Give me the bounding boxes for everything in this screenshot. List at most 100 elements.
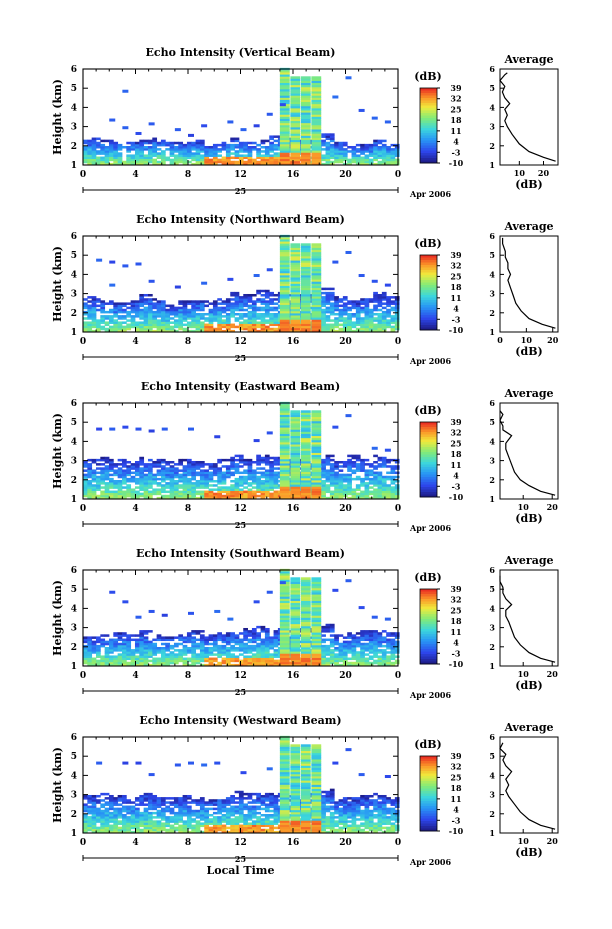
heatmap-cell bbox=[178, 649, 184, 652]
heatmap-cell bbox=[221, 306, 227, 310]
heatmap-cell bbox=[130, 158, 136, 162]
colorbar-swatch bbox=[420, 439, 437, 443]
heatmap-cell bbox=[373, 494, 378, 498]
heatmap-cell bbox=[147, 496, 153, 500]
heatmap-cell bbox=[368, 486, 374, 489]
heatmap-cell bbox=[342, 148, 348, 151]
heatmap-cell bbox=[256, 300, 261, 303]
heatmap-cell bbox=[121, 663, 127, 667]
heatmap-cell bbox=[147, 659, 153, 663]
heatmap-cell bbox=[394, 323, 400, 327]
heatmap-cell bbox=[269, 150, 274, 153]
heatmap-cell bbox=[173, 325, 179, 329]
heatmap-cell bbox=[95, 477, 101, 481]
heatmap-cell bbox=[91, 317, 97, 320]
heatmap-cell bbox=[279, 587, 290, 591]
heatmap-cell bbox=[338, 160, 344, 164]
heatmap-cell bbox=[311, 630, 322, 633]
heatmap-cell bbox=[368, 323, 374, 327]
heatmap-cell bbox=[134, 162, 140, 166]
heatmap-cell bbox=[139, 471, 145, 475]
y-tick-label: 2 bbox=[71, 309, 77, 319]
heatmap-cell bbox=[147, 482, 153, 485]
heatmap-cell bbox=[347, 473, 352, 477]
heatmap-cell bbox=[182, 306, 188, 310]
heatmap-cell bbox=[191, 325, 197, 329]
heatmap-cell bbox=[147, 653, 153, 656]
heatmap-cell bbox=[143, 494, 149, 498]
heatmap-cell bbox=[351, 661, 357, 665]
heatmap-cell bbox=[300, 475, 311, 479]
heatmap-cell bbox=[381, 488, 387, 491]
heatmap-cell bbox=[290, 587, 301, 591]
heatmap-cell bbox=[126, 653, 132, 656]
heatmap-cell bbox=[191, 162, 197, 166]
heatmap-cell bbox=[279, 608, 290, 612]
heatmap-cell bbox=[364, 160, 370, 164]
heatmap-cell bbox=[273, 477, 279, 481]
heatmap-cell bbox=[147, 458, 153, 462]
heatmap-cell bbox=[290, 321, 301, 324]
heatmap-cell bbox=[173, 308, 179, 312]
heatmap-cell bbox=[148, 429, 155, 433]
heatmap-cell bbox=[169, 492, 175, 496]
heatmap-cell bbox=[134, 312, 140, 316]
heatmap-cell bbox=[225, 640, 231, 644]
heatmap-cell bbox=[311, 615, 322, 618]
heatmap-cell bbox=[364, 475, 370, 479]
y-tick-label: 5 bbox=[71, 418, 77, 428]
heatmap-cell bbox=[147, 141, 153, 145]
heatmap-cell bbox=[266, 431, 273, 435]
heatmap-cell bbox=[390, 492, 396, 496]
heatmap-cell bbox=[373, 143, 378, 147]
heatmap-cell bbox=[87, 304, 93, 308]
heatmap-cell bbox=[152, 143, 158, 147]
heatmap-cell bbox=[204, 663, 210, 667]
heatmap-cell bbox=[217, 467, 222, 470]
heatmap-cell bbox=[147, 465, 153, 468]
heatmap-cell bbox=[290, 604, 301, 608]
heatmap-cell bbox=[173, 636, 179, 639]
heatmap-cell bbox=[368, 465, 374, 468]
heatmap-cell bbox=[334, 649, 339, 652]
heatmap-cell bbox=[204, 657, 210, 661]
heatmap-cell bbox=[347, 644, 352, 648]
heatmap-cell bbox=[186, 321, 192, 324]
heatmap-cell bbox=[104, 492, 110, 496]
heatmap-cell bbox=[251, 471, 257, 475]
heatmap-cell bbox=[364, 477, 370, 481]
heatmap-cell bbox=[321, 465, 326, 468]
heatmap-cell bbox=[338, 158, 344, 162]
heatmap-cell bbox=[325, 133, 331, 136]
colorbar-swatch bbox=[420, 262, 437, 266]
heatmap-cell bbox=[381, 653, 387, 656]
heatmap-cell bbox=[351, 471, 357, 475]
heatmap-cell bbox=[117, 661, 123, 665]
heatmap-cell bbox=[199, 154, 205, 157]
heatmap-cell bbox=[113, 644, 119, 648]
heatmap-cell bbox=[290, 304, 301, 308]
heatmap-cell bbox=[338, 460, 344, 464]
heatmap-cell bbox=[143, 465, 149, 468]
heatmap-cell bbox=[212, 465, 218, 468]
heatmap-cell bbox=[165, 486, 171, 489]
colorbar-swatch bbox=[420, 150, 437, 154]
heatmap-cell bbox=[234, 469, 240, 472]
heatmap-cell bbox=[334, 150, 339, 153]
heatmap-cell bbox=[169, 317, 175, 320]
heatmap-cell bbox=[195, 300, 201, 303]
heatmap-cell bbox=[360, 655, 365, 658]
heatmap-cell bbox=[256, 638, 261, 642]
heatmap-cell bbox=[279, 414, 290, 418]
heatmap-cell bbox=[311, 268, 322, 272]
heatmap-cell bbox=[87, 479, 93, 483]
heatmap-cell bbox=[311, 621, 322, 625]
heatmap-cell bbox=[269, 329, 274, 333]
heatmap-cell bbox=[139, 296, 145, 299]
heatmap-cell bbox=[199, 141, 205, 145]
heatmap-cell bbox=[321, 310, 326, 314]
heatmap-cell bbox=[273, 152, 279, 155]
colorbar-swatch bbox=[420, 322, 437, 326]
heatmap-cell bbox=[381, 640, 387, 644]
